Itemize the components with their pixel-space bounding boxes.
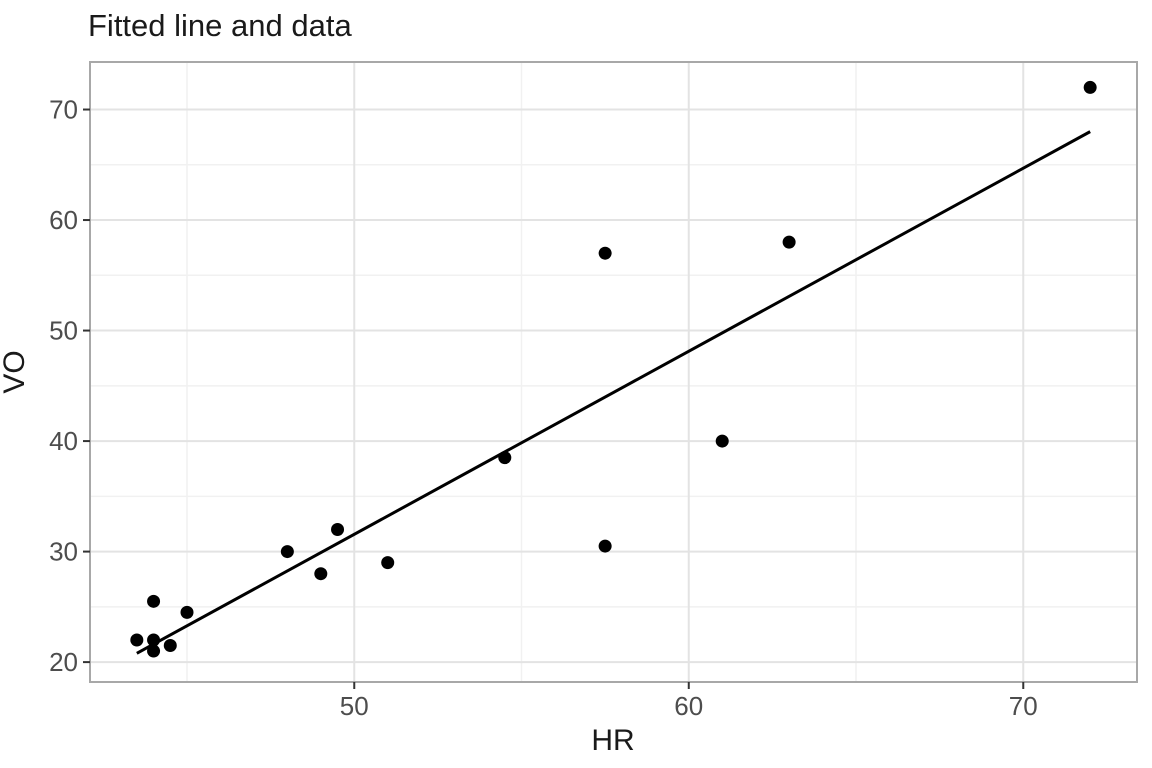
data-point <box>314 567 328 581</box>
chart-title: Fitted line and data <box>88 8 352 43</box>
y-tick-label: 30 <box>49 537 78 567</box>
data-point <box>147 594 161 608</box>
data-point <box>381 556 395 570</box>
panel-border <box>89 61 1138 683</box>
y-tick-label: 60 <box>49 205 78 235</box>
y-tick-label: 20 <box>49 647 78 677</box>
data-point <box>280 545 294 559</box>
data-point <box>147 633 161 647</box>
panel-layer <box>90 62 1137 682</box>
x-tick-label: 60 <box>674 691 703 721</box>
data-point <box>598 539 612 553</box>
data-point <box>715 434 729 448</box>
axis-layer: 50 60 70 20 30 40 50 60 70 <box>49 61 1138 721</box>
data-point <box>331 522 345 536</box>
y-tick-label: 50 <box>49 316 78 346</box>
y-tick-label: 40 <box>49 426 78 456</box>
y-tick-label: 70 <box>49 95 78 125</box>
data-point <box>130 633 144 647</box>
x-tick-label: 70 <box>1009 691 1038 721</box>
plot-panel <box>90 62 1137 682</box>
grid-layer <box>90 62 1137 682</box>
x-tick-label: 50 <box>340 691 369 721</box>
fitted-line <box>136 130 1091 655</box>
data-point <box>147 644 161 658</box>
data-point <box>498 451 512 465</box>
data-point <box>598 246 612 260</box>
data-layer <box>130 80 1097 658</box>
data-point <box>782 235 796 249</box>
data-point <box>1083 80 1097 94</box>
x-axis-title: HR <box>591 724 634 757</box>
data-point <box>163 639 177 653</box>
y-axis-title: VO <box>0 350 31 393</box>
data-point <box>180 605 194 619</box>
